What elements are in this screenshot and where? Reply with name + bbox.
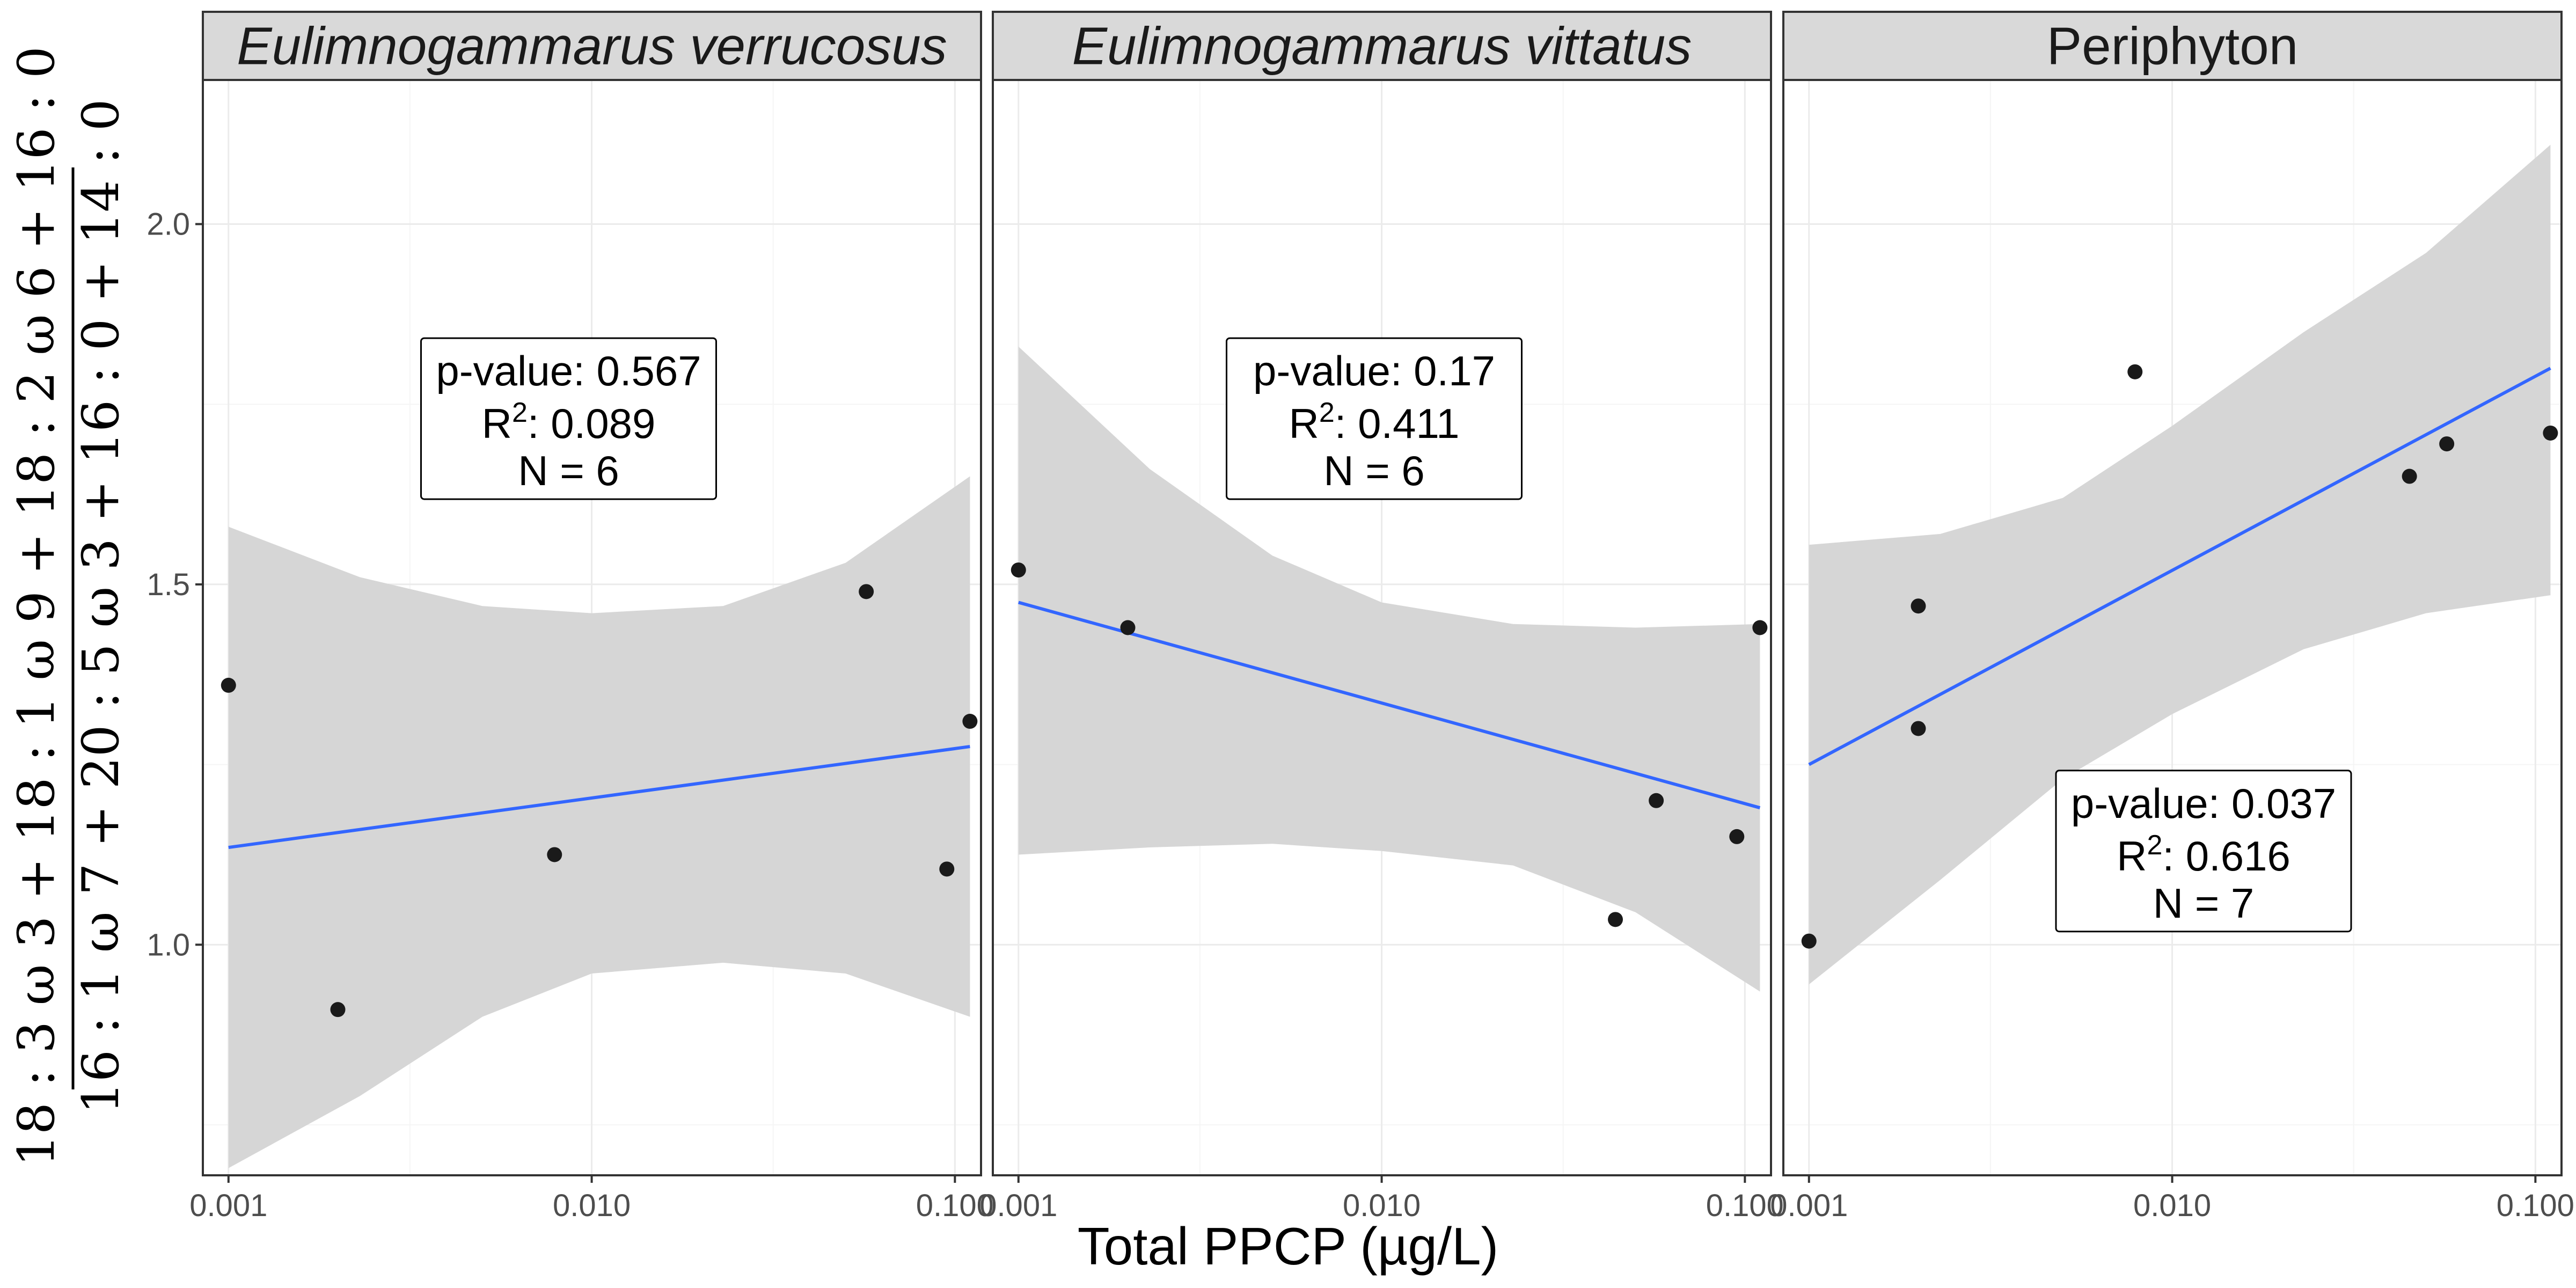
y-axis: 1.0 1.5 2.0: [147, 207, 203, 962]
annotation-box: [2055, 770, 2352, 933]
annotation-r-label: R: [1289, 400, 1319, 447]
data-point: [1729, 829, 1745, 844]
data-point: [2402, 469, 2417, 484]
annotation-r-value: : 0.411: [1335, 400, 1460, 447]
x-tick-label: 0.010: [553, 1188, 631, 1223]
data-point: [859, 584, 874, 599]
annotation-r-squared: R2: 0.411: [1289, 397, 1459, 447]
confidence-ribbon: [228, 476, 970, 1168]
regression-line: [228, 745, 970, 850]
x-tick-label: 0.100: [916, 1188, 994, 1223]
annotation-n: N = 7: [2153, 880, 2255, 927]
x-axis-title: Total PPCP (µg/L): [1078, 1217, 1499, 1276]
annotation-box: [1226, 337, 1523, 500]
facet-strip-title: Periphyton: [2047, 17, 2299, 76]
annotation-pvalue: p-value: 0.037: [2071, 780, 2336, 827]
data-point: [1649, 793, 1664, 808]
y-axis-title-denominator: 16 : 1 ω 7 + 20 : 5 ω 3 + 16 : 0 + 14 : …: [72, 99, 130, 1114]
y-tick-label: 1.0: [147, 927, 190, 962]
facet-panel: Eulimnogammarus verrucosus 0.001 0.010 0.10…: [189, 11, 994, 1223]
annotation-r-superscript: 2: [2147, 830, 2162, 861]
facet-strip: [992, 11, 1772, 81]
annotation-r-superscript: 2: [1319, 397, 1335, 428]
annotation-r-superscript: 2: [512, 397, 528, 428]
data-point: [2543, 425, 2558, 441]
x-tick-label: 0.100: [2497, 1188, 2574, 1223]
annotation-r-label: R: [482, 400, 512, 447]
data-point: [2127, 364, 2143, 379]
facet-strip: [1782, 11, 2563, 81]
annotation-pvalue: p-value: 0.567: [436, 347, 701, 394]
data-point: [547, 847, 562, 862]
data-point: [962, 714, 978, 729]
regression-line: [1018, 601, 1761, 810]
x-tick-label: 0.001: [189, 1188, 267, 1223]
data-point: [939, 861, 955, 877]
data-point: [221, 677, 236, 693]
data-point: [1911, 721, 1926, 736]
facet-panel: Eulimnogammarus vittatus 0.001 0.010 0.100 p…: [979, 11, 1784, 1223]
annotation-r-label: R: [2117, 832, 2147, 880]
data-point: [1911, 598, 1926, 614]
x-tick-label: 0.001: [1770, 1188, 1848, 1223]
x-tick-label: 0.100: [1706, 1188, 1784, 1223]
facet-strip: [202, 11, 982, 81]
annotation-r-squared: R2: 0.089: [482, 397, 656, 447]
annotation-r-value: : 0.089: [528, 400, 656, 447]
data-point: [1120, 620, 1136, 635]
data-point: [1608, 912, 1623, 927]
confidence-ribbon: [1018, 346, 1760, 992]
data-point: [1011, 562, 1026, 578]
annotation-r-value: : 0.616: [2162, 832, 2290, 880]
x-tick-label: 0.001: [979, 1188, 1057, 1223]
y-axis-title: 18 : 3 ω 3 + 18 : 1 ω 9 + 18 : 2 ω 6 + 1…: [8, 46, 130, 1167]
data-point: [1801, 933, 1817, 949]
facet-strip-title: Eulimnogammarus vittatus: [1072, 17, 1692, 76]
y-tick-label: 2.0: [147, 207, 190, 242]
panels-layer: Eulimnogammarus verrucosus 0.001 0.010 0.10…: [189, 11, 2574, 1223]
annotation-n: N = 6: [1323, 447, 1425, 494]
regression-line: [1808, 367, 2551, 766]
x-tick-label: 0.010: [2133, 1188, 2211, 1223]
annotation-box: [420, 337, 717, 500]
annotation-r-squared: R2: 0.616: [2117, 830, 2290, 880]
data-point: [2439, 436, 2455, 452]
facet-strip-title: Eulimnogammarus verrucosus: [237, 17, 947, 76]
y-axis-title-numerator: 18 : 3 ω 3 + 18 : 1 ω 9 + 18 : 2 ω 6 + 1…: [8, 46, 66, 1167]
data-point: [1752, 620, 1768, 635]
x-tick-label: 0.010: [1343, 1188, 1421, 1223]
y-tick-label: 1.5: [147, 567, 190, 602]
data-point: [330, 1002, 346, 1018]
annotation-n: N = 6: [518, 447, 619, 494]
annotation-pvalue: p-value: 0.17: [1253, 347, 1495, 394]
